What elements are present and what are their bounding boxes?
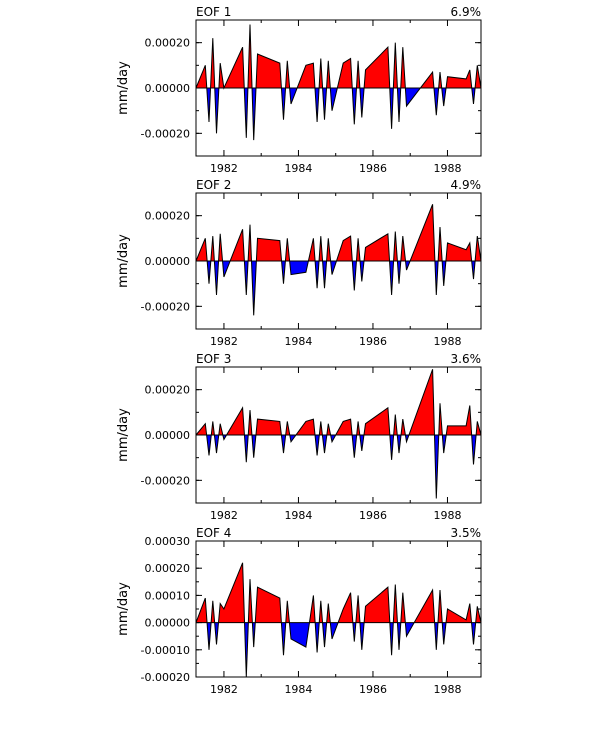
variance-label: 3.6%: [451, 352, 482, 366]
y-tick-label: 0.00030: [145, 535, 191, 548]
x-tick-label: 1982: [210, 509, 238, 522]
eof-panel-4: 0.00030 0.00020 0.00010 0.00000 -0.00010 -0.0…: [116, 526, 482, 696]
y-tick-label: -0.00020: [141, 300, 190, 313]
x-tick-label: 1988: [433, 335, 461, 348]
series-line: [195, 204, 482, 316]
x-tick-label: 1984: [284, 683, 312, 696]
y-tick-label: 0.00010: [145, 589, 191, 602]
y-tick-label: -0.00020: [141, 671, 190, 684]
x-tick-label: 1984: [284, 335, 312, 348]
x-tick-label: 1986: [359, 683, 387, 696]
y-tick-label: 0.00020: [145, 37, 191, 50]
y-axis-label: mm/day: [116, 408, 131, 462]
x-tick-label: 1988: [433, 509, 461, 522]
panel-title: EOF 3: [196, 352, 231, 366]
variance-label: 4.9%: [451, 178, 482, 192]
y-axis-label: mm/day: [116, 234, 131, 288]
positive-area: [196, 369, 481, 435]
panel-title: EOF 2: [196, 178, 231, 192]
y-tick-label: 0.00000: [145, 255, 191, 268]
y-tick-label: 0.00020: [145, 384, 191, 397]
x-tick-label: 1982: [210, 335, 238, 348]
y-tick-label: -0.00010: [141, 644, 190, 657]
negative-area: [196, 88, 481, 141]
x-tick-label: 1986: [359, 335, 387, 348]
y-axis-label: mm/day: [116, 582, 131, 636]
x-tick-label: 1986: [359, 162, 387, 175]
series-line: [195, 562, 482, 678]
x-tick-label: 1984: [284, 162, 312, 175]
variance-label: 3.5%: [451, 526, 482, 540]
panel-title: EOF 1: [196, 5, 231, 19]
positive-area: [196, 204, 481, 261]
eof-panel-3: 0.00020 0.00000 -0.00020 1982 1984 1986 1988 EO…: [116, 352, 482, 522]
x-tick-label: 1986: [359, 509, 387, 522]
x-tick-label: 1982: [210, 162, 238, 175]
eof-panel-2: 0.00020 0.00000 -0.00020 1982 1984 1986 1988 EO…: [116, 178, 482, 348]
y-tick-label: 0.00020: [145, 562, 191, 575]
y-tick-label: 0.00000: [145, 617, 191, 630]
y-tick-label: -0.00020: [141, 474, 190, 487]
positive-area: [196, 562, 481, 623]
series-line: [195, 24, 482, 141]
y-tick-label: 0.00020: [145, 210, 191, 223]
panel-title: EOF 4: [196, 526, 231, 540]
y-tick-label: -0.00020: [141, 127, 190, 140]
y-axis-label: mm/day: [116, 61, 131, 115]
positive-area: [196, 24, 481, 88]
x-tick-label: 1988: [433, 162, 461, 175]
x-tick-label: 1988: [433, 683, 461, 696]
x-tick-label: 1982: [210, 683, 238, 696]
variance-label: 6.9%: [451, 5, 482, 19]
x-tick-label: 1984: [284, 509, 312, 522]
y-tick-label: 0.00000: [145, 82, 191, 95]
eof-panel-1: 0.00020 0.00000 -0.00020 1982 1984 1986 1988 EO…: [116, 5, 482, 175]
y-tick-label: 0.00000: [145, 429, 191, 442]
